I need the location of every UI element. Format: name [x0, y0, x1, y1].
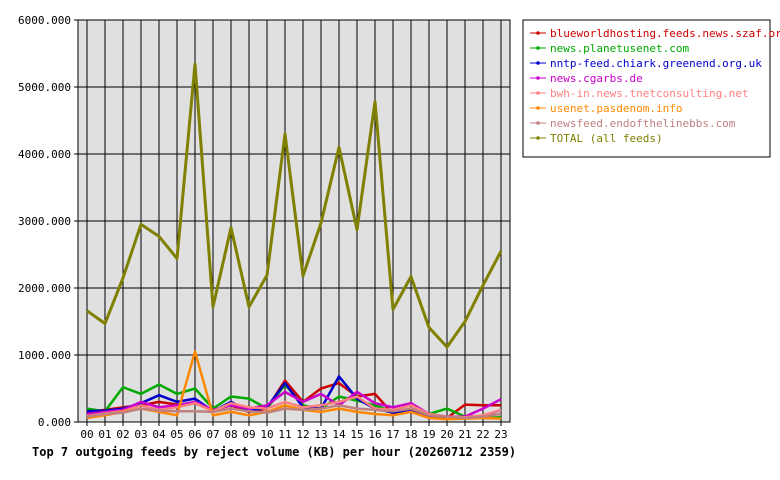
legend-swatch-dot: [536, 121, 540, 125]
x-tick-label: 09: [242, 428, 255, 441]
x-tick-label: 10: [260, 428, 273, 441]
y-tick-label: 4000.000: [18, 148, 71, 161]
y-tick-label: 3000.000: [18, 215, 71, 228]
y-tick-label: 1000.000: [18, 349, 71, 362]
x-tick-label: 12: [296, 428, 309, 441]
x-tick-label: 05: [170, 428, 183, 441]
legend-label: bwh-in.news.tnetconsulting.net: [550, 87, 749, 100]
x-tick-label: 19: [422, 428, 435, 441]
x-tick-label: 11: [278, 428, 291, 441]
legend-swatch-dot: [536, 46, 540, 50]
x-tick-label: 15: [350, 428, 363, 441]
x-tick-label: 02: [116, 428, 129, 441]
legend: blueworldhosting.feeds.news.szaf.org news…: [522, 19, 780, 158]
x-tick-label: 21: [458, 428, 471, 441]
x-tick-label: 06: [188, 428, 201, 441]
chart-title: Top 7 outgoing feeds by reject volume (K…: [32, 445, 516, 459]
series-lines: [86, 62, 503, 421]
x-tick-label: 18: [404, 428, 417, 441]
x-tick-label: 01: [98, 428, 111, 441]
x-tick-label: 07: [206, 428, 219, 441]
legend-label: usenet.pasdenom.info: [550, 102, 682, 115]
legend-swatch-dot: [536, 106, 540, 110]
x-tick-label: 17: [386, 428, 399, 441]
legend-label: news.planetusenet.com: [550, 42, 689, 55]
x-tick-label: 16: [368, 428, 381, 441]
x-tick-label: 20: [440, 428, 453, 441]
legend-swatch-dot: [536, 61, 540, 65]
legend-swatch-dot: [536, 136, 540, 140]
series-line: [86, 404, 502, 420]
grid: [78, 19, 510, 423]
legend-label: blueworldhosting.feeds.news.szaf.org: [550, 27, 780, 40]
legend-label: TOTAL (all feeds): [550, 132, 663, 145]
legend-swatch-dot: [536, 31, 540, 35]
legend-box: [522, 19, 771, 158]
y-tick-label: 6000.000: [18, 14, 71, 27]
y-tick-label: 0.000: [38, 416, 71, 429]
legend-label: news.cgarbs.de: [550, 72, 643, 85]
x-tick-label: 08: [224, 428, 237, 441]
x-tick-label: 13: [314, 428, 327, 441]
x-axis: 00 01 02 03 04 05 06 07 08 09 10 11 12 13 14 15 16 17 18 19…: [80, 422, 508, 441]
legend-swatch-dot: [536, 91, 540, 95]
y-tick-label: 5000.000: [18, 81, 71, 94]
x-tick-label: 03: [134, 428, 147, 441]
legend-swatch-dot: [536, 76, 540, 80]
series-line: [86, 62, 503, 349]
x-tick-label: 00: [80, 428, 93, 441]
y-axis: 0.000 1000.000 2000.000 3000.000 4000.000 500…: [18, 14, 78, 429]
y-tick-label: 2000.000: [18, 282, 71, 295]
x-tick-label: 22: [476, 428, 489, 441]
x-tick-label: 23: [494, 428, 507, 441]
x-tick-label: 14: [332, 428, 346, 441]
legend-label: newsfeed.endofthelinebbs.com: [550, 117, 736, 130]
legend-label: nntp-feed.chiark.greenend.org.uk: [550, 57, 762, 70]
x-tick-label: 04: [152, 428, 166, 441]
